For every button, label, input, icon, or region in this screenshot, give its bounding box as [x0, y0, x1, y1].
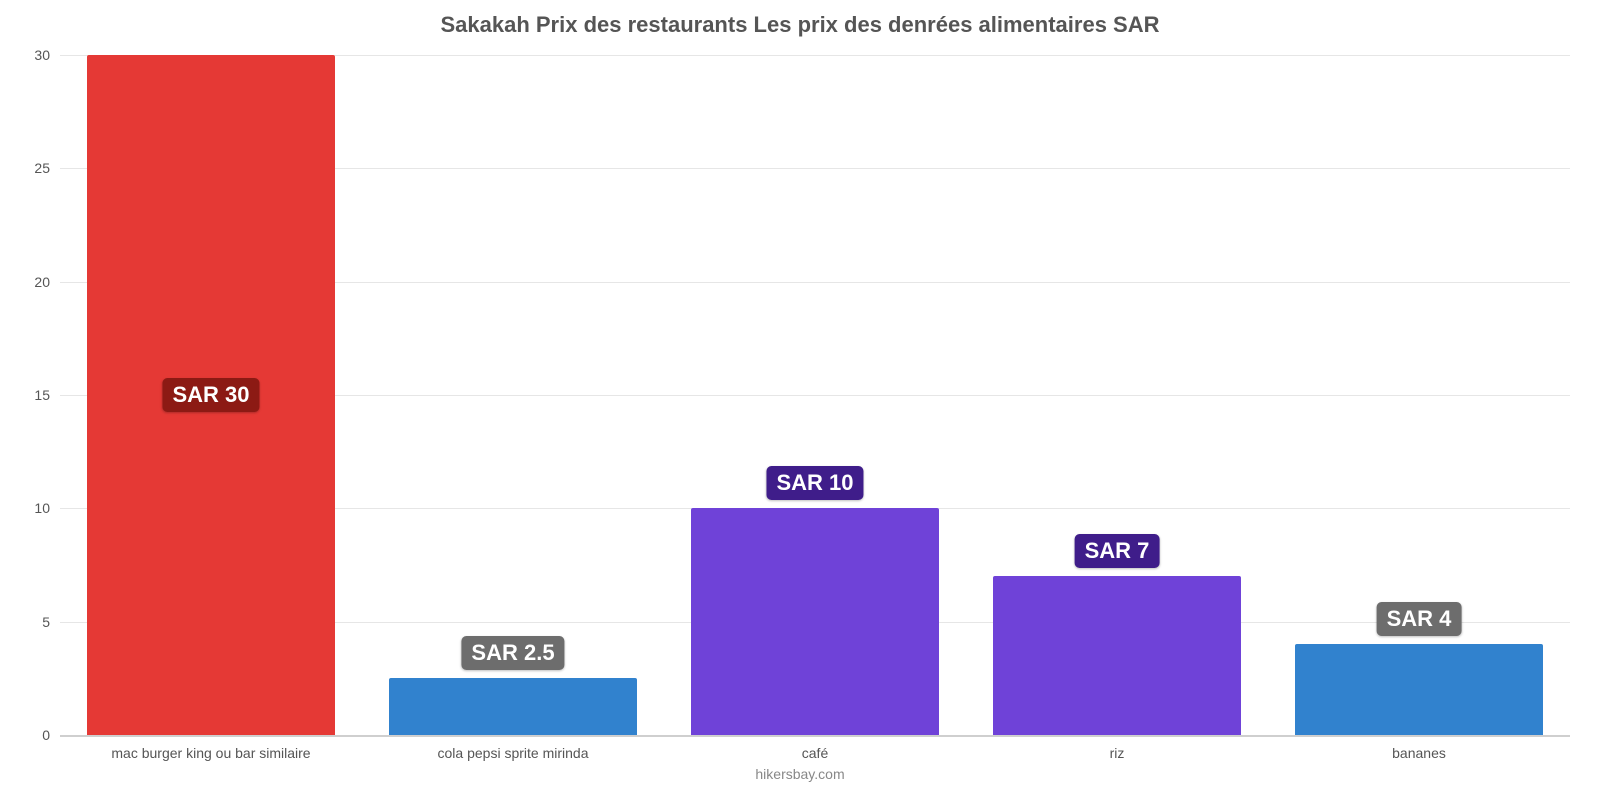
x-tick-label: café: [802, 735, 828, 761]
y-tick-label: 30: [34, 47, 60, 63]
plot-area: 051015202530mac burger king ou bar simil…: [60, 55, 1570, 735]
chart-container: Sakakah Prix des restaurants Les prix de…: [0, 0, 1600, 800]
value-badge: SAR 2.5: [461, 636, 564, 670]
value-badge: SAR 7: [1075, 534, 1160, 568]
bar: [389, 678, 637, 735]
y-tick-label: 0: [42, 727, 60, 743]
chart-footer: hikersbay.com: [0, 766, 1600, 782]
x-tick-label: cola pepsi sprite mirinda: [438, 735, 589, 761]
x-tick-label: riz: [1110, 735, 1125, 761]
value-badge: SAR 10: [766, 466, 863, 500]
y-tick-label: 15: [34, 387, 60, 403]
value-badge: SAR 30: [162, 378, 259, 412]
bar: [993, 576, 1241, 735]
y-tick-label: 5: [42, 614, 60, 630]
bar: [1295, 644, 1543, 735]
y-tick-label: 10: [34, 500, 60, 516]
chart-title: Sakakah Prix des restaurants Les prix de…: [0, 12, 1600, 38]
value-badge: SAR 4: [1377, 602, 1462, 636]
bar: [691, 508, 939, 735]
y-tick-label: 20: [34, 274, 60, 290]
x-tick-label: bananes: [1392, 735, 1446, 761]
y-tick-label: 25: [34, 160, 60, 176]
x-tick-label: mac burger king ou bar similaire: [111, 735, 310, 761]
